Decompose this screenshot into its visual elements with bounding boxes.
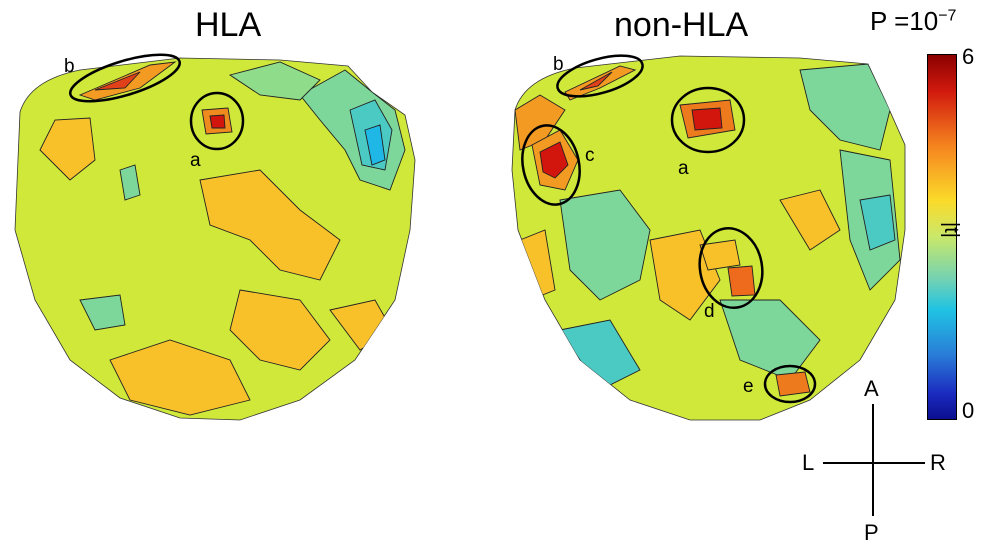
non-hla-label-d: d [704,301,715,322]
hla-label-b: b [64,56,75,77]
non-hla-region-d-upper [699,239,741,271]
non-hla-region-cyan-right [859,194,896,251]
hla-region-warm-bottom [109,339,251,416]
non-hla-region-b-peak [579,71,613,91]
non-hla-label-a: a [678,158,689,179]
non-hla-label-b: b [553,54,564,75]
colorbar-max-label: 6 [962,44,975,69]
non-hla-ellipse-a [670,86,746,154]
non-hla-label-e: e [743,376,754,397]
non-hla-region-cool-lower [719,299,821,381]
hla-region-b-peak [94,71,141,91]
compass-horizontal-line [823,462,925,464]
hla-region-warm-left [39,117,96,181]
non-hla-region-cool-left [559,189,651,301]
non-hla-ellipse-d [698,226,764,310]
non-hla-ellipse-b [556,54,644,98]
non-hla-region-warm-right [779,189,841,251]
non-hla-region-d-lower [727,265,756,297]
non-hla-region-a-peak [691,107,723,131]
non-hla-label-c: c [585,145,595,166]
compass-right-label: R [930,450,946,475]
non-hla-ellipse-c [521,124,581,206]
colorbar [927,54,957,420]
hla-ellipse-b [69,53,181,103]
compass-posterior-label: P [864,520,879,545]
hla-region-cool-top [228,61,321,101]
hla-label-a: a [190,150,201,171]
non-hla-region-c-peak [539,141,569,179]
compass-vertical-line [872,404,874,516]
non-hla-panel-title: non-HLA [614,6,749,44]
hla-ellipse-a [189,91,245,151]
hla-panel-title: HLA [195,6,262,44]
hla-region-blue-right [364,124,386,166]
hla-region-a-peak [209,114,226,129]
colorbar-min-label: 0 [962,398,975,423]
hla-region-warm-center [199,169,341,281]
non-hla-region-e [775,371,811,397]
hla-scalp-map: b a [14,53,416,421]
non-hla-ellipse-e [763,364,817,404]
non-hla-region-cool-topright [799,63,891,151]
compass-anterior-label: A [864,376,879,401]
hla-region-cool-left [79,294,126,331]
colorbar-title: P =10−7 [870,6,957,36]
non-hla-scalp-map: b a c d e [511,54,906,421]
hla-region-cool-small [119,164,141,201]
hla-region-warm-lower [229,289,331,371]
colorbar-axis-label: |t| [940,222,962,238]
compass-left-label: L [802,450,815,475]
